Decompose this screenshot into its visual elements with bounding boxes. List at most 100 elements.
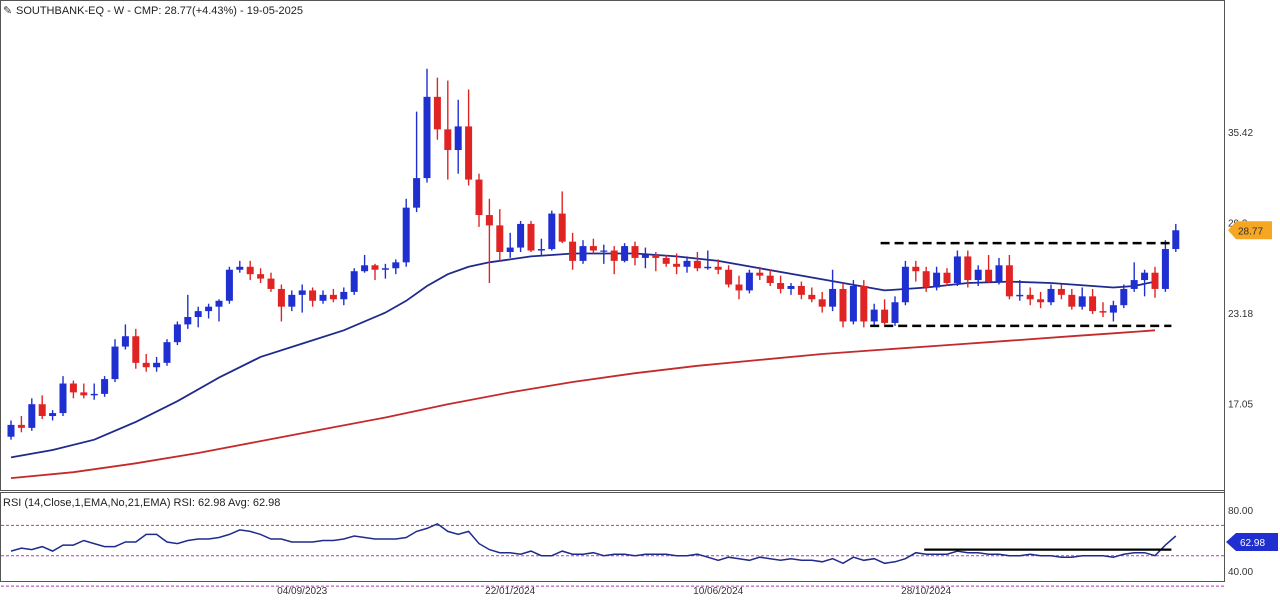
candle-down: [569, 241, 577, 261]
candle-down: [444, 129, 452, 151]
candle-down: [714, 266, 722, 270]
candle-up: [953, 256, 961, 284]
chart-title: SOUTHBANK-EQ - W - CMP: 28.77(+4.43%) - …: [16, 5, 303, 17]
candle-up: [1047, 288, 1055, 303]
candle-up: [413, 178, 421, 208]
price-y-tick-label: 35.42: [1228, 128, 1253, 139]
last-price-tag-shape: [1228, 221, 1272, 240]
candle-up: [829, 288, 837, 307]
candle-down: [860, 285, 868, 322]
candle-down: [558, 213, 566, 242]
candle-up: [901, 266, 909, 303]
candle-down: [631, 246, 639, 258]
candle-down: [725, 269, 733, 285]
candle-up: [350, 271, 358, 292]
candle-up: [745, 272, 753, 291]
candle-up: [163, 342, 171, 363]
candle-down: [309, 290, 317, 301]
candle-up: [225, 269, 233, 301]
title-group: ✎ SOUTHBANK-EQ - W - CMP: 28.77(+4.43%) …: [3, 4, 303, 17]
last-price-tag: 28.77: [1228, 221, 1272, 240]
candle-up: [121, 336, 129, 347]
x-date-label: 28/10/2024: [901, 586, 951, 597]
candle-up: [361, 265, 369, 272]
candle-down: [1068, 294, 1076, 307]
candle-down: [610, 250, 618, 261]
last-rsi-tag-shape: [1226, 532, 1278, 551]
candle-down: [496, 225, 504, 252]
rsi-guides: [1, 524, 1224, 587]
candle-down: [465, 126, 473, 180]
candle-down: [257, 274, 265, 279]
candle-down: [652, 254, 660, 258]
candle-up: [506, 247, 514, 252]
candle-up: [423, 96, 431, 179]
candle-down: [818, 299, 826, 307]
candle-up: [90, 393, 98, 396]
candle-down: [766, 275, 774, 284]
candle-up: [1120, 288, 1128, 306]
candles-layer: [7, 68, 1180, 440]
candle-up: [517, 223, 525, 248]
price-y-tick-label: 23.18: [1228, 309, 1253, 320]
candle-down: [329, 294, 337, 300]
candle-up: [184, 317, 192, 325]
candle-up: [1130, 280, 1138, 289]
candle-down: [985, 269, 993, 282]
candle-up: [59, 383, 67, 414]
candle-down: [69, 383, 77, 393]
ema-fast-line: [10, 252, 1156, 459]
candle-up: [641, 254, 649, 258]
candle-up: [153, 362, 161, 368]
candle-up: [933, 272, 941, 288]
candle-up: [402, 207, 410, 263]
candle-up: [101, 379, 109, 394]
ema-slow-line: [10, 329, 1156, 479]
candle-down: [964, 256, 972, 281]
candle-down: [673, 263, 681, 267]
candle-down: [38, 404, 46, 417]
candle-up: [974, 269, 982, 281]
candle-down: [132, 336, 140, 363]
candle-down: [1151, 272, 1159, 289]
candle-down: [1099, 311, 1107, 313]
candle-down: [475, 179, 483, 216]
candle-up: [392, 262, 400, 269]
rsi-y-tick-label: 80.00: [1228, 506, 1253, 517]
candle-down: [17, 424, 25, 428]
candle-down: [433, 96, 441, 130]
candle-down: [277, 288, 285, 307]
pencil-icon[interactable]: ✎: [3, 4, 12, 17]
candle-up: [194, 311, 202, 318]
candle-down: [943, 272, 951, 284]
rsi-title: RSI (14,Close,1,EMA,No,21,EMA) RSI: 62.9…: [3, 497, 280, 509]
x-date-label: 10/06/2024: [693, 586, 743, 597]
candle-down: [1057, 288, 1065, 295]
candle-down: [797, 285, 805, 295]
last-rsi-value: 62.98: [1240, 538, 1265, 549]
candle-up: [1016, 294, 1024, 297]
candle-up: [683, 260, 691, 267]
candle-up: [173, 324, 181, 343]
candle-up: [787, 285, 795, 289]
last-price-value: 28.77: [1238, 226, 1263, 237]
price-panel-frame: [0, 0, 1225, 491]
candle-down: [922, 271, 930, 288]
ema-slow-layer: [10, 329, 1156, 479]
x-date-label: 22/01/2024: [485, 586, 535, 597]
candle-up: [870, 309, 878, 322]
price-y-tick-label: 17.05: [1228, 400, 1253, 411]
rsi-layer: [10, 522, 1177, 565]
candle-down: [693, 260, 701, 269]
candle-up: [704, 266, 712, 269]
candle-up: [298, 290, 306, 295]
candle-up: [1172, 230, 1180, 250]
candle-down: [912, 266, 920, 272]
candle-up: [288, 294, 296, 307]
candle-down: [527, 223, 535, 251]
candle-down: [1037, 299, 1045, 303]
candle-up: [111, 346, 119, 380]
candle-down: [371, 265, 379, 270]
